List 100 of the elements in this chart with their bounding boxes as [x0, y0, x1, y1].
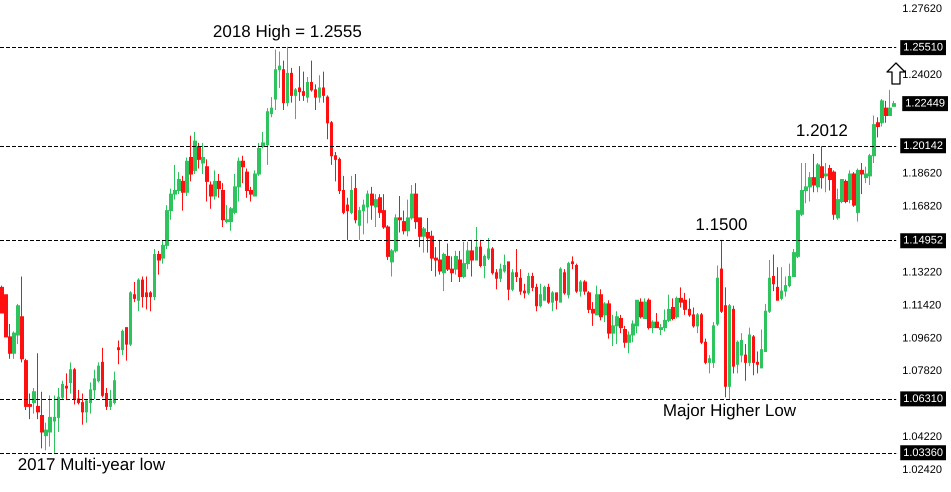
y-tick-label: 1.04220	[902, 431, 942, 444]
candlestick	[475, 226, 478, 260]
candlestick	[575, 263, 578, 294]
candlestick	[876, 116, 880, 138]
candlestick	[848, 170, 852, 204]
candlestick	[129, 290, 132, 346]
candlestick	[181, 175, 185, 212]
candlestick	[527, 272, 530, 296]
candlestick	[137, 278, 140, 312]
candlestick	[816, 162, 820, 193]
candlestick	[611, 314, 615, 346]
candlestick	[559, 266, 562, 303]
candlestick	[567, 261, 570, 299]
ref-line-label: 1.14952	[903, 234, 944, 247]
candlestick	[776, 266, 779, 301]
ref-line-label: 1.03360	[903, 446, 944, 459]
candlestick	[519, 268, 522, 296]
candlestick	[884, 100, 888, 124]
candlestick	[515, 248, 518, 282]
candlestick	[820, 146, 824, 190]
y-tick-label: 1.07820	[902, 365, 942, 378]
candlestick	[579, 280, 582, 298]
candlestick	[438, 239, 442, 276]
ref-line-label: 1.25510	[903, 42, 944, 54]
candlestick	[69, 362, 72, 394]
candlestick	[852, 172, 856, 208]
candlestick	[322, 71, 325, 104]
candlestick	[121, 329, 124, 356]
candlestick	[772, 254, 775, 292]
candlestick	[454, 250, 458, 276]
candlestick	[318, 74, 321, 104]
candlestick	[213, 170, 217, 200]
candlestick	[241, 155, 245, 184]
y-tick-label: 1.24020	[902, 68, 942, 81]
candlestick	[675, 296, 679, 320]
ref-line-label: 1.20142	[903, 140, 944, 152]
candlestick	[655, 312, 659, 328]
candlestick	[860, 162, 864, 195]
candlestick	[647, 298, 651, 330]
candlestick	[298, 66, 301, 102]
candlestick	[615, 310, 619, 345]
y-tick-label: 1.13220	[902, 266, 942, 278]
candlestick	[551, 290, 554, 312]
candlestick	[153, 248, 156, 301]
candlestick	[462, 241, 466, 279]
candlestick	[197, 142, 201, 170]
candlestick	[81, 393, 84, 426]
candlestick	[812, 153, 816, 193]
candlestick	[607, 300, 611, 340]
candlestick	[555, 292, 558, 310]
annotation: 1.2012	[796, 121, 848, 140]
candlestick	[185, 157, 189, 196]
candlestick	[571, 256, 574, 270]
candlestick	[374, 194, 378, 228]
candlestick	[398, 195, 402, 234]
candlestick	[511, 268, 514, 292]
annotation: 1.1500	[695, 214, 748, 234]
candlestick	[282, 60, 285, 110]
annotation: 2018 High = 1.2555	[212, 22, 362, 41]
candlestick	[458, 250, 462, 282]
candlestick	[189, 135, 193, 182]
y-tick-label: 1.18620	[902, 168, 942, 180]
candlestick	[141, 276, 144, 308]
candlestick	[748, 327, 751, 367]
candlestick	[856, 168, 860, 222]
y-tick-label: 1.22449	[905, 98, 946, 110]
candlestick	[892, 100, 896, 107]
candlestick	[145, 276, 148, 310]
annotation: Major Higher Low	[662, 400, 797, 420]
candlestick	[728, 303, 731, 400]
candlestick	[306, 76, 309, 104]
candlestick	[73, 367, 76, 406]
y-tick-label: 1.11420	[902, 299, 942, 312]
candlestick	[643, 298, 647, 320]
candlestick	[245, 168, 249, 198]
candlestick	[716, 264, 719, 326]
candlestick	[422, 226, 426, 254]
candlestick	[595, 285, 599, 316]
candlestick	[539, 283, 542, 308]
candlestick	[752, 334, 755, 376]
y-tick-label: 1.02420	[902, 464, 942, 476]
candlestick	[201, 142, 205, 175]
candlestick	[563, 268, 566, 296]
candlestick	[286, 46, 289, 107]
candlestick	[350, 175, 353, 215]
y-tick-label: 1.27620	[902, 3, 942, 15]
candlestick	[479, 239, 482, 268]
ref-line-label: 1.06310	[903, 392, 944, 405]
y-tick-label: 1.09620	[902, 332, 942, 344]
candlestick	[603, 302, 607, 323]
candlestick	[32, 388, 36, 414]
candlestick	[824, 162, 828, 193]
candlestick	[671, 298, 675, 321]
candlestick	[370, 186, 374, 220]
candlestick	[780, 266, 783, 301]
candlestick	[507, 261, 510, 301]
candlestick	[125, 327, 128, 362]
candlestick	[157, 250, 161, 276]
candlestick	[193, 131, 197, 175]
candlestick	[274, 49, 277, 110]
